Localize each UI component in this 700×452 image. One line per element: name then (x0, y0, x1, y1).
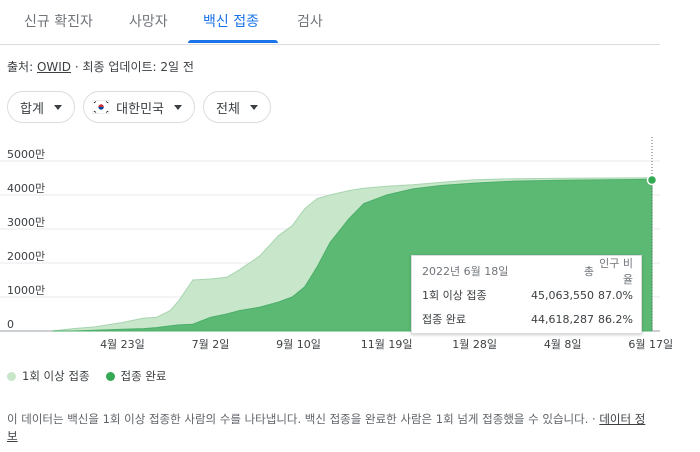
chart-tooltip: 2022년 6월 18일 총 인구 비율 1회 이상 접종 45,063,550… (411, 255, 642, 334)
tab-vaccinations[interactable]: 백신 접종 (203, 14, 259, 30)
tab-bar: 신규 확진자 사망자 백신 접종 검사 (0, 0, 660, 45)
active-tab-indicator (188, 40, 278, 43)
aggregate-value: 합계 (20, 101, 44, 117)
tooltip-col-total: 총 (583, 265, 594, 278)
tooltip-row1-total: 45,063,550 (531, 288, 594, 302)
aggregate-dropdown[interactable]: 합계 (7, 91, 75, 123)
data-note: 이 데이터는 백신을 1회 이상 접종한 사람의 수를 나타냅니다. 백신 접종… (7, 411, 647, 445)
x-tick-label: 1월 28일 (452, 337, 497, 351)
tooltip-col-ratio: 인구 비율 (599, 257, 633, 286)
y-tick-label: 0 (7, 318, 14, 331)
tab-new-cases[interactable]: 신규 확진자 (24, 14, 93, 30)
y-tick-label: 1000만 (7, 284, 45, 297)
country-dropdown[interactable]: 대한민국 (83, 91, 195, 123)
chevron-down-icon (174, 104, 182, 110)
x-axis: 4월 23일 7월 2일 9월 10일 11월 19일 1월 28일 4월 8일 6월 17… (100, 337, 673, 351)
tooltip-row2-ratio: 86.2% (598, 312, 633, 326)
x-tick-label: 4월 23일 (100, 337, 145, 351)
chevron-down-icon (53, 104, 62, 110)
source-line: 출처: OWID · 최종 업데이트: 2일 전 (7, 58, 194, 75)
source-prefix: 출처: (7, 60, 37, 74)
x-tick-label: 6월 17일 (628, 337, 673, 351)
y-tick-label: 2000만 (7, 250, 45, 263)
x-tick-label: 7월 2일 (192, 337, 230, 351)
y-axis: 5000만 4000만 3000만 2000만 1000만 0 (7, 148, 45, 331)
legend-complete[interactable]: 접종 완료 (120, 369, 167, 383)
legend-complete-swatch (105, 371, 115, 381)
y-tick-label: 5000만 (7, 148, 45, 161)
chart-legend: 1회 이상 접종 접종 완료 (7, 368, 167, 384)
last-updated: · 최종 업데이트: 2일 전 (71, 60, 194, 74)
source-link[interactable]: OWID (36, 60, 72, 74)
legend-first-dose[interactable]: 1회 이상 접종 (22, 369, 90, 383)
tooltip-row1-label: 1회 이상 접종 (422, 289, 487, 302)
country-value: 대한민국 (116, 101, 164, 117)
x-tick-label: 9월 10일 (276, 337, 321, 351)
hover-point (646, 174, 658, 186)
legend-first-dose-swatch (7, 371, 16, 381)
y-tick-label: 3000만 (7, 216, 45, 229)
tooltip-row2-label: 접종 완료 (422, 313, 466, 326)
tooltip-date: 2022년 6월 18일 (422, 265, 509, 278)
y-tick-label: 4000만 (7, 182, 45, 195)
tab-tests[interactable]: 검사 (297, 14, 323, 30)
tooltip-row1-ratio: 87.0% (598, 288, 633, 302)
note-text: 이 데이터는 백신을 1회 이상 접종한 사람의 수를 나타냅니다. 백신 접종… (7, 412, 600, 426)
x-tick-label: 11월 19일 (361, 337, 413, 351)
chevron-down-icon (249, 104, 258, 110)
tooltip-row2-total: 44,618,287 (531, 312, 594, 326)
south-korea-flag-icon (92, 100, 111, 114)
scope-value: 전체 (216, 101, 240, 117)
x-tick-label: 4월 8일 (544, 337, 582, 351)
scope-dropdown[interactable]: 전체 (203, 91, 271, 123)
data-info-link[interactable]: 데이터 정보 (7, 412, 646, 443)
tab-deaths[interactable]: 사망자 (129, 14, 168, 30)
